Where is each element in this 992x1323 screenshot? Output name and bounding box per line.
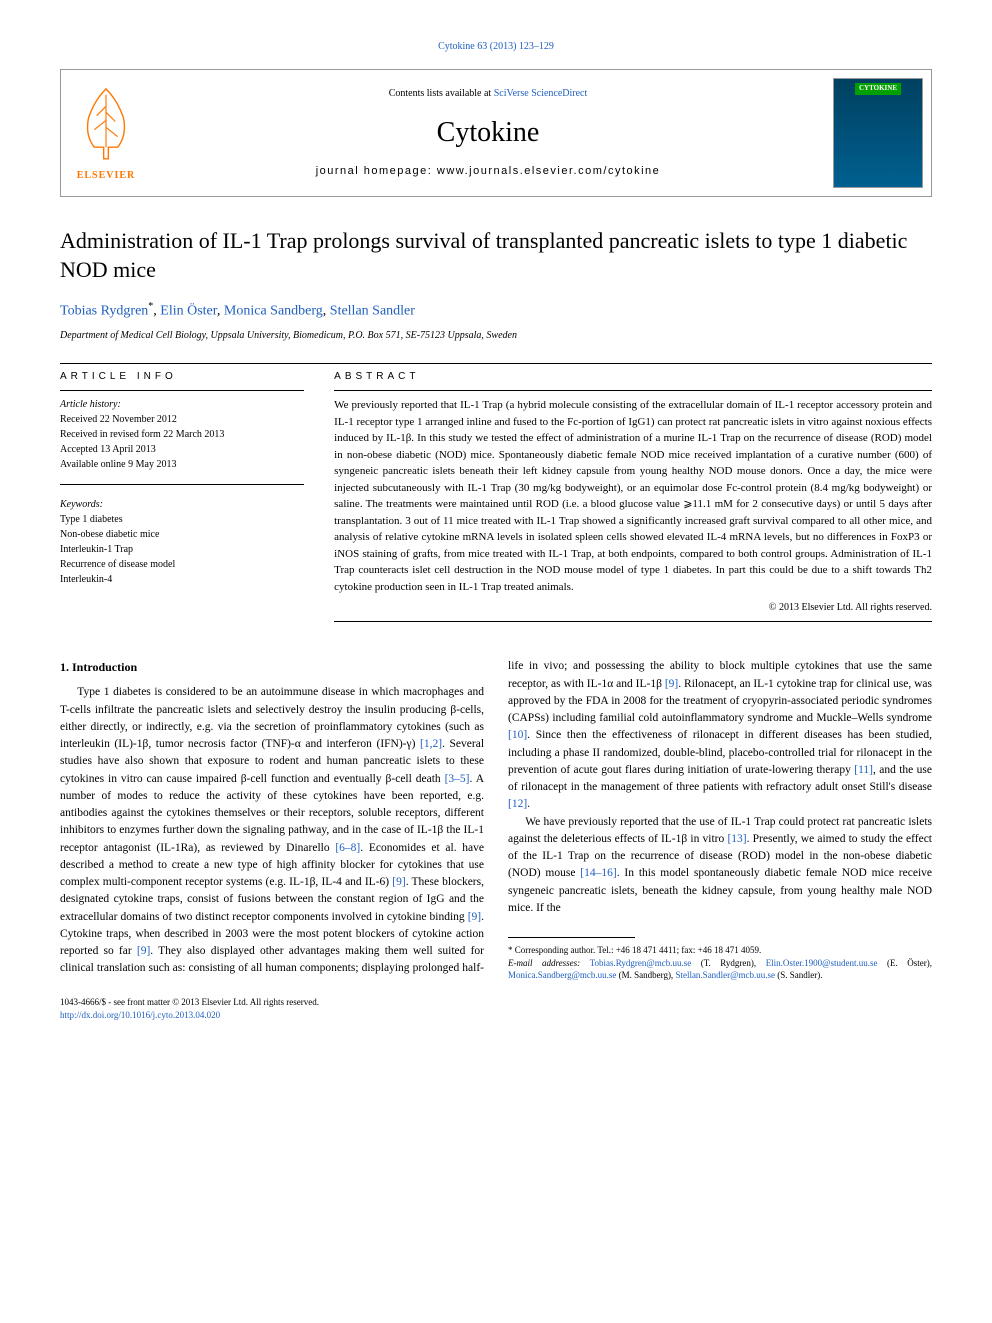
corresponding-note: * Corresponding author. Tel.: +46 18 471…	[508, 944, 932, 957]
history-accepted: Accepted 13 April 2013	[60, 442, 304, 457]
top-citation: Cytokine 63 (2013) 123–129	[60, 40, 932, 54]
author-link[interactable]: Tobias Rydgren	[60, 304, 148, 319]
ref-link[interactable]: [12]	[508, 798, 527, 810]
abstract-text: We previously reported that IL-1 Trap (a…	[334, 397, 932, 595]
article-info-panel: ARTICLE INFO Article history: Received 2…	[60, 370, 304, 628]
history-label: Article history:	[60, 397, 304, 412]
ref-link[interactable]: [3–5]	[445, 773, 470, 785]
history-online: Available online 9 May 2013	[60, 457, 304, 472]
authors-list: Tobias Rydgren*, Elin Öster, Monica Sand…	[60, 300, 932, 321]
email-addresses: E-mail addresses: Tobias.Rydgren@mcb.uu.…	[508, 957, 932, 982]
article-title: Administration of IL-1 Trap prolongs sur…	[60, 227, 932, 284]
elsevier-tree-icon	[71, 83, 141, 165]
doi-link[interactable]: http://dx.doi.org/10.1016/j.cyto.2013.04…	[60, 1010, 220, 1020]
keyword: Non-obese diabetic mice	[60, 527, 304, 542]
keyword: Recurrence of disease model	[60, 557, 304, 572]
author-link[interactable]: Monica Sandberg	[224, 304, 323, 319]
elsevier-logo: ELSEVIER	[61, 73, 151, 193]
history-received: Received 22 November 2012	[60, 412, 304, 427]
ref-link[interactable]: [14–16]	[580, 867, 616, 879]
issn-line: 1043-4666/$ - see front matter © 2013 El…	[60, 996, 932, 1009]
footnotes: * Corresponding author. Tel.: +46 18 471…	[508, 944, 932, 982]
elsevier-label: ELSEVIER	[71, 169, 141, 183]
corresponding-marker: *	[148, 301, 153, 312]
cover-label: CYTOKINE	[855, 83, 901, 95]
email-link[interactable]: Tobias.Rydgren@mcb.uu.se	[590, 958, 692, 968]
ref-link[interactable]: [9]	[392, 876, 405, 888]
keywords-label: Keywords:	[60, 497, 304, 512]
journal-header: ELSEVIER Contents lists available at Sci…	[60, 69, 932, 197]
contents-available: Contents lists available at SciVerse Sci…	[161, 87, 815, 101]
email-link[interactable]: Monica.Sandberg@mcb.uu.se	[508, 970, 616, 980]
affiliation: Department of Medical Cell Biology, Upps…	[60, 329, 932, 343]
author-link[interactable]: Elin Öster	[160, 304, 217, 319]
ref-link[interactable]: [9]	[137, 945, 150, 957]
article-body: 1. Introduction Type 1 diabetes is consi…	[60, 658, 932, 982]
intro-paragraph: We have previously reported that the use…	[508, 814, 932, 918]
email-link[interactable]: Stellan.Sandler@mcb.uu.se	[675, 970, 775, 980]
ref-link[interactable]: [6–8]	[335, 842, 360, 854]
author-link[interactable]: Stellan Sandler	[330, 304, 415, 319]
ref-link[interactable]: [11]	[854, 764, 873, 776]
journal-name: Cytokine	[161, 113, 815, 152]
footer: 1043-4666/$ - see front matter © 2013 El…	[60, 996, 932, 1021]
keyword: Interleukin-1 Trap	[60, 542, 304, 557]
section-heading: 1. Introduction	[60, 658, 484, 676]
ref-link[interactable]: [9]	[665, 678, 678, 690]
ref-link[interactable]: [9]	[468, 911, 481, 923]
sciencedirect-link[interactable]: SciVerse ScienceDirect	[494, 88, 588, 99]
abstract-copyright: © 2013 Elsevier Ltd. All rights reserved…	[334, 601, 932, 615]
abstract-panel: ABSTRACT We previously reported that IL-…	[334, 370, 932, 628]
journal-homepage: journal homepage: www.journals.elsevier.…	[161, 164, 815, 179]
history-revised: Received in revised form 22 March 2013	[60, 427, 304, 442]
citation-link[interactable]: Cytokine 63 (2013) 123–129	[438, 41, 554, 52]
info-heading: ARTICLE INFO	[60, 370, 304, 384]
ref-link[interactable]: [13]	[727, 833, 746, 845]
journal-cover-thumbnail: CYTOKINE	[833, 78, 923, 188]
keyword: Interleukin-4	[60, 572, 304, 587]
keyword: Type 1 diabetes	[60, 512, 304, 527]
ref-link[interactable]: [10]	[508, 729, 527, 741]
ref-link[interactable]: [1,2]	[420, 738, 442, 750]
abstract-heading: ABSTRACT	[334, 370, 932, 384]
email-link[interactable]: Elin.Oster.1900@student.uu.se	[766, 958, 878, 968]
